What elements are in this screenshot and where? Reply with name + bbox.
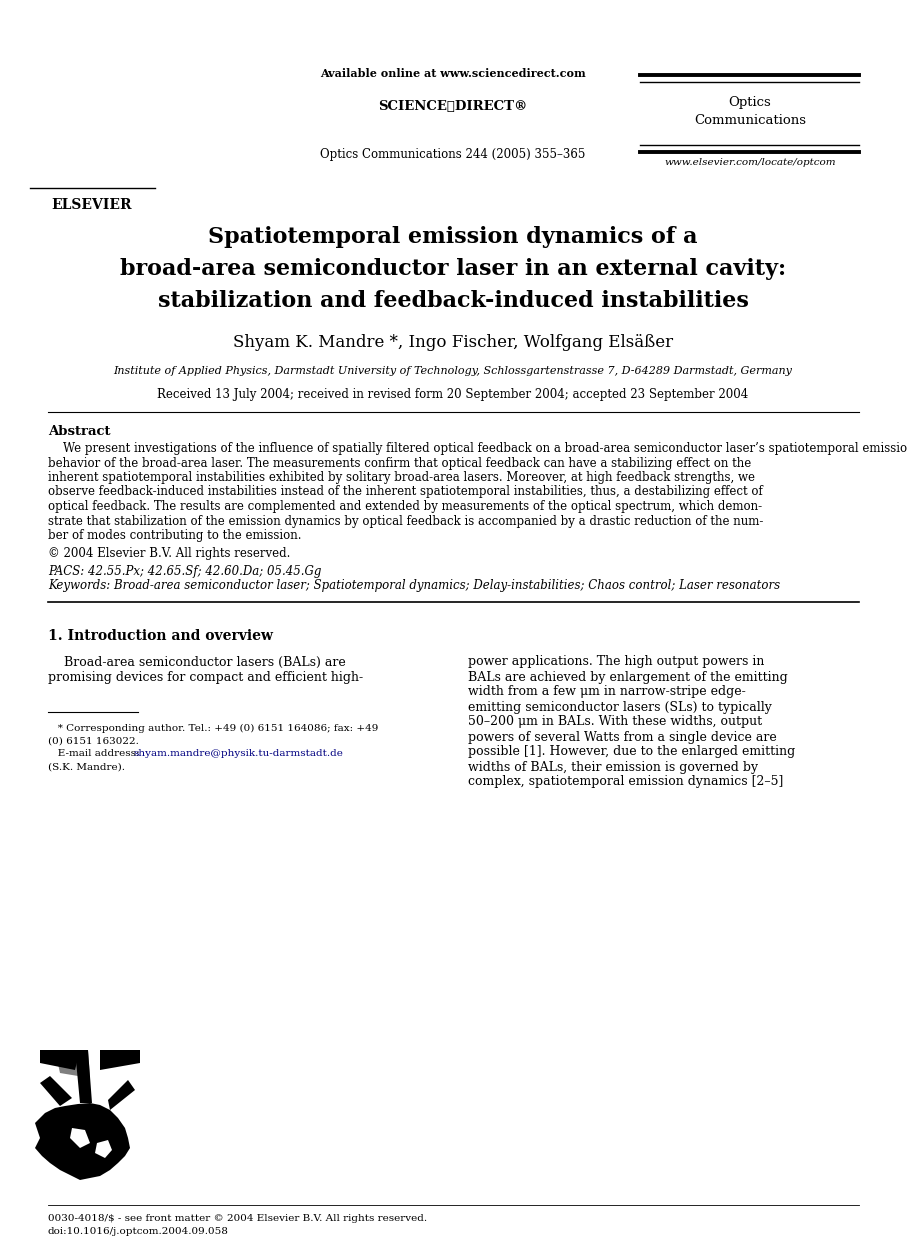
Text: shyam.mandre@physik.tu-darmstadt.de: shyam.mandre@physik.tu-darmstadt.de <box>133 749 343 759</box>
Text: Broad-area semiconductor lasers (BALs) are: Broad-area semiconductor lasers (BALs) a… <box>48 655 346 669</box>
Polygon shape <box>75 1050 92 1103</box>
Text: doi:10.1016/j.optcom.2004.09.058: doi:10.1016/j.optcom.2004.09.058 <box>48 1227 229 1236</box>
Text: Optics: Optics <box>728 97 771 109</box>
Text: Available online at www.sciencedirect.com: Available online at www.sciencedirect.co… <box>320 68 586 79</box>
Text: behavior of the broad-area laser. The measurements confirm that optical feedback: behavior of the broad-area laser. The me… <box>48 457 751 469</box>
Text: We present investigations of the influence of spatially filtered optical feedbac: We present investigations of the influen… <box>48 442 907 456</box>
Text: Abstract: Abstract <box>48 425 111 438</box>
Text: widths of BALs, their emission is governed by: widths of BALs, their emission is govern… <box>468 760 758 774</box>
Polygon shape <box>55 1050 90 1078</box>
Text: stabilization and feedback-induced instabilities: stabilization and feedback-induced insta… <box>158 290 748 312</box>
Text: PACS: 42.55.Px; 42.65.Sf; 42.60.Da; 05.45.Gg: PACS: 42.55.Px; 42.65.Sf; 42.60.Da; 05.4… <box>48 566 321 578</box>
Text: ber of modes contributing to the emission.: ber of modes contributing to the emissio… <box>48 529 301 542</box>
Polygon shape <box>95 1140 112 1158</box>
Text: possible [1]. However, due to the enlarged emitting: possible [1]. However, due to the enlarg… <box>468 745 795 759</box>
Text: (0) 6151 163022.: (0) 6151 163022. <box>48 737 139 745</box>
Text: BALs are achieved by enlargement of the emitting: BALs are achieved by enlargement of the … <box>468 671 788 683</box>
Text: Keywords: Broad-area semiconductor laser; Spatiotemporal dynamics; Delay-instabi: Keywords: Broad-area semiconductor laser… <box>48 579 780 593</box>
Text: Institute of Applied Physics, Darmstadt University of Technology, Schlossgartens: Institute of Applied Physics, Darmstadt … <box>113 366 793 376</box>
Polygon shape <box>100 1050 140 1070</box>
Text: SCIENCEⓐDIRECT®: SCIENCEⓐDIRECT® <box>378 100 528 113</box>
Text: 50–200 μm in BALs. With these widths, output: 50–200 μm in BALs. With these widths, ou… <box>468 716 762 728</box>
Text: width from a few μm in narrow-stripe edge-: width from a few μm in narrow-stripe edg… <box>468 686 746 698</box>
Text: powers of several Watts from a single device are: powers of several Watts from a single de… <box>468 730 776 744</box>
Text: optical feedback. The results are complemented and extended by measurements of t: optical feedback. The results are comple… <box>48 500 762 513</box>
Text: 0030-4018/$ - see front matter © 2004 Elsevier B.V. All rights reserved.: 0030-4018/$ - see front matter © 2004 El… <box>48 1214 427 1223</box>
Text: www.elsevier.com/locate/optcom: www.elsevier.com/locate/optcom <box>664 158 836 167</box>
Text: ELSEVIER: ELSEVIER <box>52 198 132 212</box>
Polygon shape <box>35 1103 130 1180</box>
Text: Optics Communications 244 (2005) 355–365: Optics Communications 244 (2005) 355–365 <box>320 149 586 161</box>
Polygon shape <box>108 1080 135 1110</box>
Text: power applications. The high output powers in: power applications. The high output powe… <box>468 655 765 669</box>
Text: inherent spatiotemporal instabilities exhibited by solitary broad-area lasers. M: inherent spatiotemporal instabilities ex… <box>48 470 755 484</box>
Text: emitting semiconductor lasers (SLs) to typically: emitting semiconductor lasers (SLs) to t… <box>468 701 772 713</box>
Text: broad-area semiconductor laser in an external cavity:: broad-area semiconductor laser in an ext… <box>120 258 786 280</box>
Text: observe feedback-induced instabilities instead of the inherent spatiotemporal in: observe feedback-induced instabilities i… <box>48 485 763 499</box>
Polygon shape <box>40 1076 72 1106</box>
Polygon shape <box>40 1050 80 1070</box>
Text: Spatiotemporal emission dynamics of a: Spatiotemporal emission dynamics of a <box>209 227 697 248</box>
Text: complex, spatiotemporal emission dynamics [2–5]: complex, spatiotemporal emission dynamic… <box>468 775 784 789</box>
Text: (S.K. Mandre).: (S.K. Mandre). <box>48 763 125 771</box>
Text: strate that stabilization of the emission dynamics by optical feedback is accomp: strate that stabilization of the emissio… <box>48 515 764 527</box>
Text: © 2004 Elsevier B.V. All rights reserved.: © 2004 Elsevier B.V. All rights reserved… <box>48 547 290 561</box>
Polygon shape <box>70 1128 90 1148</box>
Text: Received 13 July 2004; received in revised form 20 September 2004; accepted 23 S: Received 13 July 2004; received in revis… <box>158 387 748 401</box>
Text: Communications: Communications <box>694 114 806 128</box>
Text: 1. Introduction and overview: 1. Introduction and overview <box>48 629 273 644</box>
Text: promising devices for compact and efficient high-: promising devices for compact and effici… <box>48 671 363 683</box>
Text: E-mail address:: E-mail address: <box>48 749 142 759</box>
Text: Shyam K. Mandre *, Ingo Fischer, Wolfgang Elsäßer: Shyam K. Mandre *, Ingo Fischer, Wolfgan… <box>233 334 673 352</box>
Text: * Corresponding author. Tel.: +49 (0) 6151 164086; fax: +49: * Corresponding author. Tel.: +49 (0) 61… <box>48 723 378 733</box>
